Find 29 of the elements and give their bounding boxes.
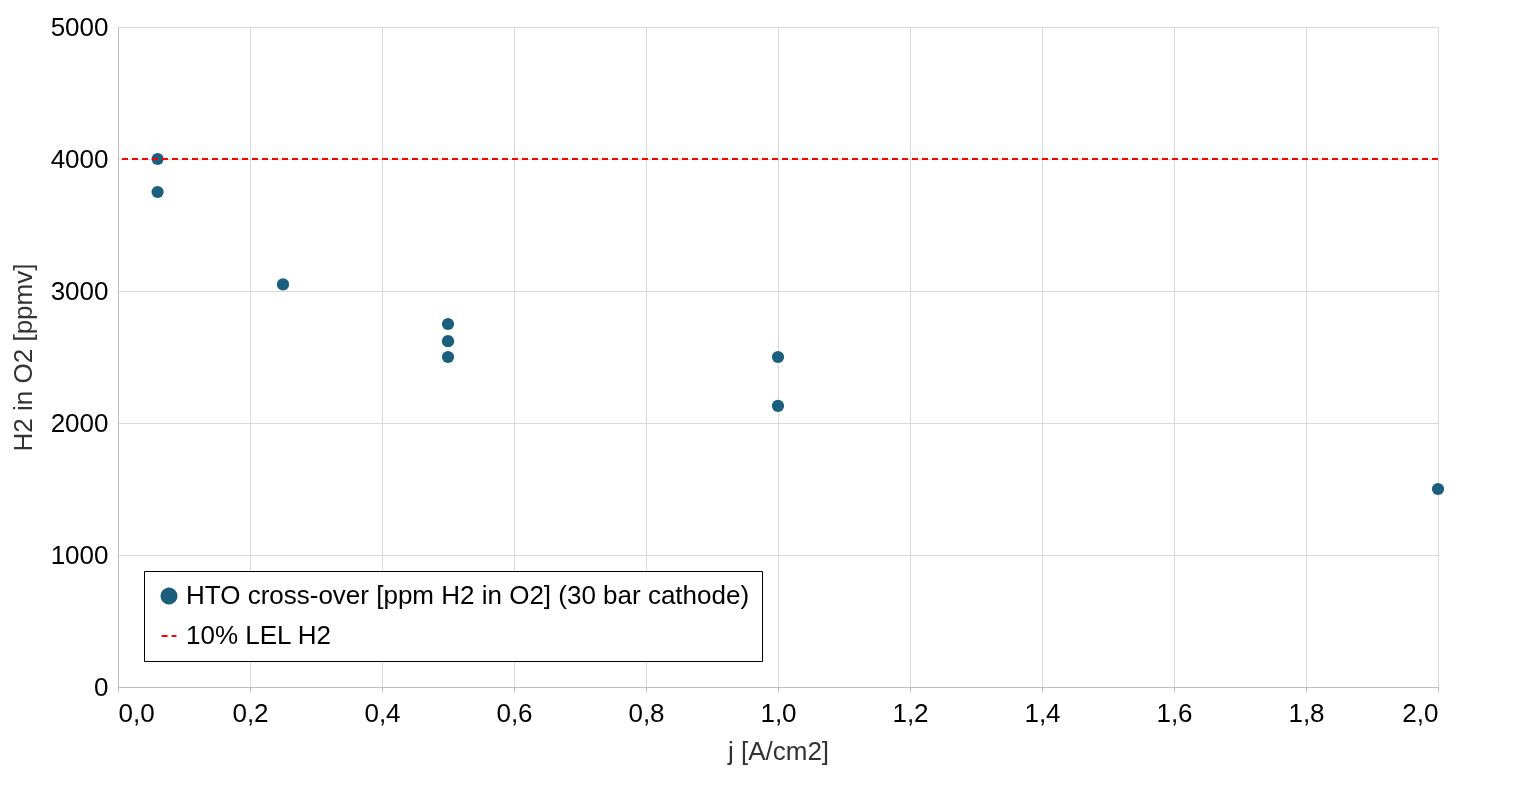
point — [441, 335, 455, 348]
legend-label: 10% LEL H2 — [186, 620, 332, 650]
y-tick-label: 4000 — [50, 143, 109, 174]
point — [276, 278, 290, 291]
y-tick-label: 0 — [94, 671, 109, 702]
x-tick-label: 0,2 — [232, 697, 269, 728]
point — [151, 185, 164, 199]
x-tick-label: 1,0 — [760, 697, 797, 728]
y-tick-label: 2000 — [50, 407, 109, 438]
x-tick-label: 1,4 — [1024, 697, 1061, 728]
y-tick-label: 5000 — [50, 11, 109, 42]
x-tick-label: 0,8 — [628, 697, 665, 728]
x-tick-label: 1,2 — [892, 697, 929, 728]
point — [441, 317, 455, 331]
point — [771, 399, 785, 412]
x-tick-label: 2,0 — [1402, 697, 1439, 728]
y-axis-title: H2 in O2 [ppmv] — [7, 263, 38, 452]
y-tick-label: 1000 — [50, 539, 109, 570]
x-tick-label: 1,6 — [1156, 697, 1193, 728]
point — [771, 350, 785, 364]
x-tick-label: 0,0 — [118, 697, 155, 728]
x-axis-title: j [A/cm2] — [726, 735, 830, 766]
x-tick-label: 0,4 — [364, 697, 401, 728]
legend-label: HTO cross-over [ppm H2 in O2] (30 bar cathode) — [186, 580, 750, 610]
point — [1431, 482, 1445, 496]
x-tick-label: 1,8 — [1288, 697, 1325, 728]
point — [441, 350, 455, 364]
x-tick-label: 0,6 — [496, 697, 533, 728]
y-tick-label: 3000 — [50, 275, 109, 306]
